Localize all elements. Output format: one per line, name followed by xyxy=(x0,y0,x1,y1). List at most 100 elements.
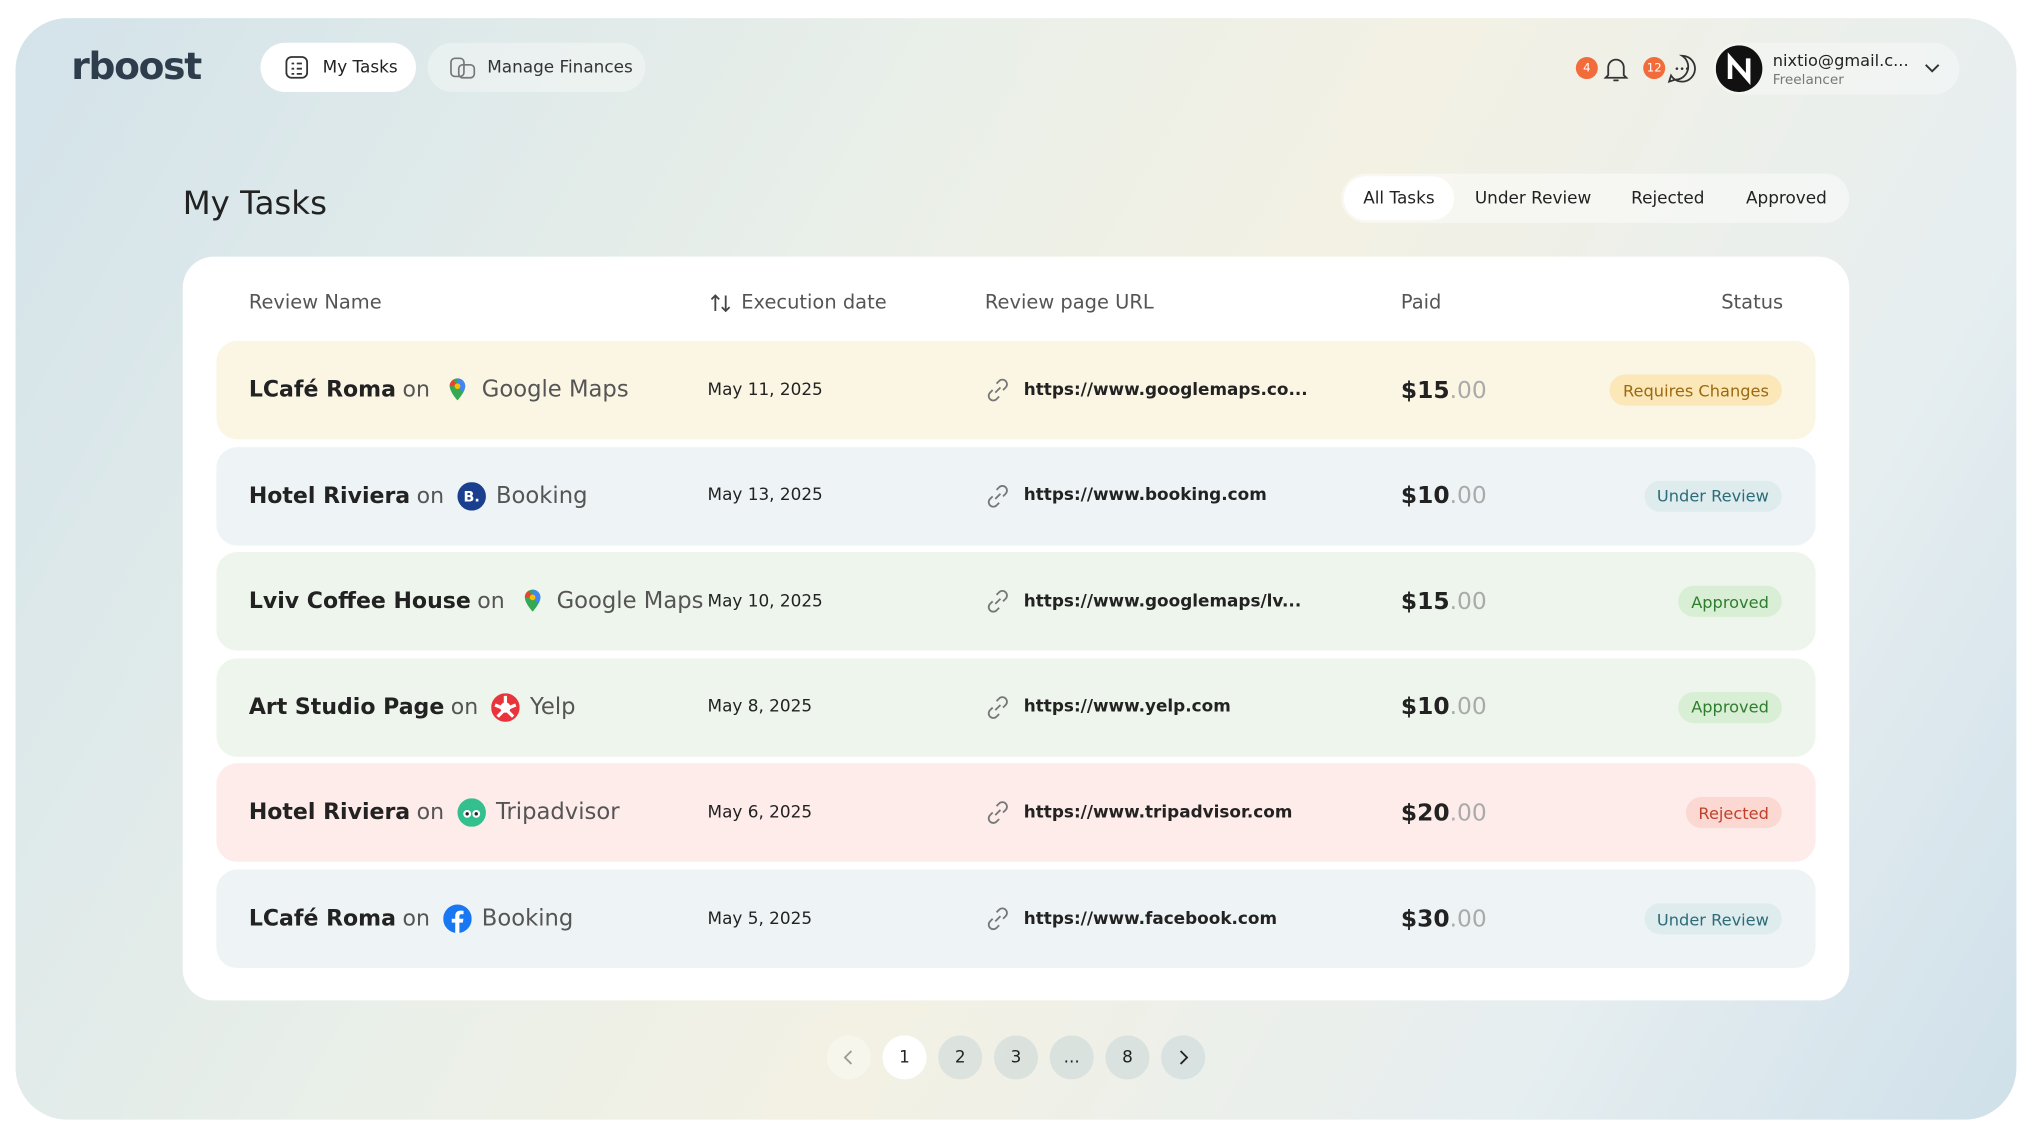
finance-icon xyxy=(450,57,476,79)
next-page[interactable] xyxy=(1161,1035,1206,1080)
nav-tab[interactable]: My Tasks xyxy=(260,42,416,93)
review-url[interactable]: https://www.yelp.com xyxy=(985,658,1231,756)
page-button[interactable]: 3 xyxy=(993,1035,1039,1080)
business-name: Hotel Riviera xyxy=(248,800,411,826)
message-count: 12 xyxy=(1643,57,1666,80)
status-badge: Approved xyxy=(1678,585,1782,618)
execution-date: May 13, 2025 xyxy=(707,486,823,506)
page-button[interactable]: ... xyxy=(1049,1035,1094,1080)
filter-tabs: All Tasks Under Review Rejected Approved xyxy=(1341,173,1850,223)
page-title: My Tasks xyxy=(182,184,327,222)
paid-cents: .00 xyxy=(1449,799,1487,827)
connector: on xyxy=(402,905,430,932)
url-text: https://www.googlemaps.co... xyxy=(1023,380,1308,400)
user-email: nixtio@gmail.c... xyxy=(1772,49,1909,70)
task-row[interactable]: Lviv Coffee House on Google Maps May 10, 20… xyxy=(216,552,1816,651)
page-button[interactable]: 2 xyxy=(938,1035,983,1080)
bell-icon[interactable] xyxy=(1602,53,1631,84)
svg-text:B.: B. xyxy=(463,489,479,505)
status-badge: Approved xyxy=(1678,691,1782,723)
paid-cents: .00 xyxy=(1449,482,1487,510)
platform-name: Google Maps xyxy=(556,588,704,615)
column-header[interactable]: Execution date xyxy=(741,290,887,314)
platform-icon xyxy=(491,693,520,722)
status-badge: Under Review xyxy=(1643,903,1782,935)
link-icon xyxy=(987,590,1008,613)
paid-amount: $10.00 xyxy=(1401,447,1487,545)
tasks-table: Review Name Execution date Review page URL… xyxy=(182,256,1850,1001)
sort-icon xyxy=(710,294,731,313)
link-icon xyxy=(987,801,1008,825)
filter-tab[interactable]: Under Review xyxy=(1474,188,1592,208)
chat-icon[interactable] xyxy=(1667,53,1698,84)
execution-date: May 11, 2025 xyxy=(707,380,823,400)
paid-dollars: $10 xyxy=(1400,693,1450,721)
paid-cents: .00 xyxy=(1449,587,1487,616)
column-header: Review page URL xyxy=(984,290,1154,314)
task-row[interactable]: LCafé Roma on Booking May 5, 2025 https://ww… xyxy=(216,869,1816,969)
execution-date: May 5, 2025 xyxy=(707,909,813,929)
paid-amount: $30.00 xyxy=(1401,870,1487,968)
review-url[interactable]: https://www.tripadvisor.com xyxy=(985,764,1292,862)
url-text: https://www.yelp.com xyxy=(1023,697,1231,718)
review-name: Lviv Coffee House on Google Maps xyxy=(249,552,704,650)
platform-name: Booking xyxy=(481,905,574,932)
connector: on xyxy=(416,800,445,826)
task-row[interactable]: Hotel Riviera on B. Booking May 13, 2025 http… xyxy=(216,446,1816,546)
platform-icon xyxy=(457,798,486,828)
chevron-left xyxy=(843,1050,853,1065)
review-url[interactable]: https://www.googlemaps.co... xyxy=(985,341,1308,439)
user-menu[interactable]: nixtio@gmail.c... Freelancer xyxy=(1713,42,1960,95)
prev-page[interactable] xyxy=(826,1035,871,1080)
paid-dollars: $15 xyxy=(1400,587,1450,616)
review-name: LCafé Roma on Booking xyxy=(249,870,574,968)
review-name: Hotel Riviera on B. Booking xyxy=(249,447,588,545)
paid-dollars: $30 xyxy=(1400,905,1450,933)
platform-icon xyxy=(524,589,540,612)
link-icon xyxy=(987,907,1008,931)
execution-date: May 10, 2025 xyxy=(707,591,823,612)
task-row[interactable]: LCafé Roma on Google Maps May 11, 2025 https… xyxy=(216,340,1816,440)
page-button[interactable]: 8 xyxy=(1105,1035,1150,1080)
chevron xyxy=(1925,64,1940,73)
url-text: https://www.facebook.com xyxy=(1023,909,1278,929)
link-icon xyxy=(987,695,1008,719)
task-row[interactable]: Hotel Riviera on Tripadvisor May 6, 2025 htt… xyxy=(216,763,1816,863)
connector: on xyxy=(402,377,430,404)
review-url[interactable]: https://www.googlemaps/lv... xyxy=(985,552,1301,650)
paid-amount: $10.00 xyxy=(1401,658,1487,756)
avatar xyxy=(1715,45,1763,93)
column-header: Review Name xyxy=(248,290,382,314)
connector: on xyxy=(416,482,445,509)
column-header: Status xyxy=(1721,290,1784,314)
user-info: nixtio@gmail.c... Freelancer xyxy=(1773,50,1909,88)
task-row[interactable]: Art Studio Page on Yelp May 8, 2025 https://… xyxy=(216,658,1816,757)
filter-tab[interactable]: All Tasks xyxy=(1343,176,1454,221)
platform-icon xyxy=(449,378,465,401)
tasks-icon xyxy=(285,56,309,79)
app-window: rboost My Tasks Manage Finances 4 12 nix… xyxy=(15,18,2017,1120)
filter-tab[interactable]: Approved xyxy=(1745,188,1827,208)
platform-name: Booking xyxy=(495,482,588,509)
logo: rboost xyxy=(71,44,202,89)
paid-dollars: $15 xyxy=(1400,376,1450,404)
filter-tab[interactable]: Rejected xyxy=(1631,188,1705,208)
review-url[interactable]: https://www.booking.com xyxy=(985,447,1267,545)
notification-count: 4 xyxy=(1575,57,1598,80)
business-name: Lviv Coffee House xyxy=(248,588,471,615)
chevron-right xyxy=(1179,1050,1189,1065)
status-badge: Rejected xyxy=(1685,797,1782,829)
page-button[interactable]: 1 xyxy=(882,1035,927,1080)
paid-amount: $15.00 xyxy=(1401,341,1487,439)
connector: on xyxy=(450,694,479,721)
review-name: Hotel Riviera on Tripadvisor xyxy=(249,764,620,862)
nav-label: Manage Finances xyxy=(487,57,633,78)
link-icon xyxy=(987,484,1008,508)
platform-icon xyxy=(442,904,472,934)
review-url[interactable]: https://www.facebook.com xyxy=(985,870,1277,968)
paid-dollars: $20 xyxy=(1400,799,1450,827)
nav-tab[interactable]: Manage Finances xyxy=(427,42,646,93)
column-header: Paid xyxy=(1400,290,1442,314)
